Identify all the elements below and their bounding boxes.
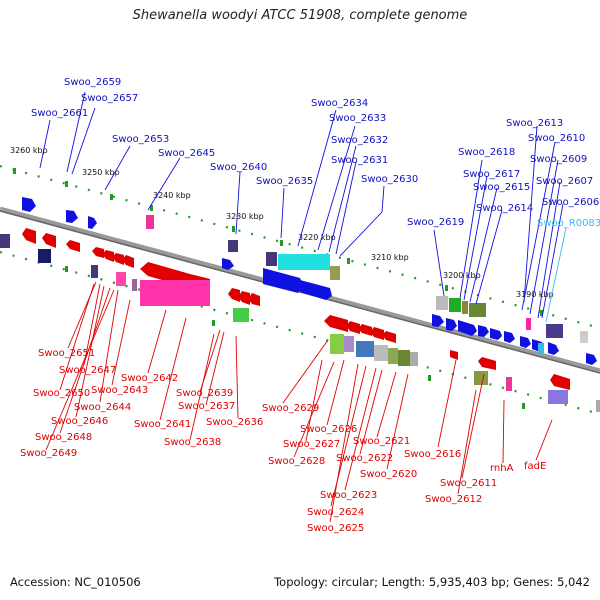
gene-label: Swoo_2625: [307, 523, 364, 534]
gene-label: Swoo_2624: [307, 507, 364, 518]
gene-label: rnhA: [490, 463, 514, 474]
gene-label: Swoo_2638: [164, 437, 221, 448]
gene-label: Swoo_2650: [33, 388, 90, 399]
gene-label: Swoo_2632: [331, 135, 388, 146]
gene-label: Swoo_2622: [336, 453, 393, 464]
gene-label: Swoo_2657: [81, 93, 138, 104]
gene-label: Swoo_2636: [206, 417, 263, 428]
scale-label: 3250 kbp: [82, 168, 120, 177]
gene-label: Swoo_2653: [112, 134, 169, 145]
rna-leader-line: [545, 227, 567, 323]
scale-label: 3260 kbp: [10, 146, 48, 155]
gene-label: Swoo_2616: [404, 449, 461, 460]
gene-label: Swoo_2631: [331, 155, 388, 166]
gene-label: Swoo_2609: [530, 154, 587, 165]
forward-genes: [22, 197, 597, 365]
reverse-genes: [22, 228, 570, 390]
gene-label: Swoo_2637: [178, 401, 235, 412]
gene-label: Swoo_2626: [300, 424, 357, 435]
gene-label: Swoo_2639: [176, 388, 233, 399]
reverse-boxes: [116, 215, 600, 412]
gene-label: Swoo_2628: [268, 456, 325, 467]
gene-label: Swoo_2618: [458, 147, 515, 158]
forward-boxes: [0, 234, 588, 353]
gene-label: Swoo_2640: [210, 162, 267, 173]
gene-label: Swoo_2634: [311, 98, 368, 109]
gene-label: Swoo_2647: [59, 365, 116, 376]
gene-label: Swoo_2614: [476, 203, 533, 214]
gene-label: fadE: [524, 461, 546, 472]
gene-label: Swoo_2630: [361, 174, 418, 185]
gene-label: Swoo_2645: [158, 148, 215, 159]
accession-text: Accession: NC_010506: [10, 575, 141, 589]
bottom-labels: Swoo_2651 Swoo_2647 Swoo_2650 Swoo_2644 …: [20, 348, 546, 534]
gene-label: Swoo_2641: [134, 419, 191, 430]
scale-label: 3200 kbp: [443, 271, 481, 280]
map-title: Shewanella woodyi ATCC 51908, complete g…: [132, 8, 468, 23]
top-leader-lines: [39, 91, 564, 319]
gene-label: Swoo_2644: [74, 402, 131, 413]
gene-label: Swoo_2607: [536, 176, 593, 187]
gene-label: Swoo_2627: [283, 439, 340, 450]
scale-label: 3240 kbp: [153, 191, 191, 200]
gene-label: Swoo_2615: [473, 182, 530, 193]
scale-label: 3210 kbp: [371, 253, 409, 262]
gene-label: Swoo_2661: [31, 108, 88, 119]
gene-label: Swoo_2623: [320, 490, 377, 501]
bottom-leader-lines: [45, 281, 553, 523]
scale-label: 3230 kbp: [226, 212, 264, 221]
scale-label: 3190 kbp: [516, 290, 554, 299]
gene-label: Swoo_2606: [542, 197, 599, 208]
gene-label: Swoo_2659: [64, 77, 121, 88]
top-labels: Swoo_2659 Swoo_2657 Swoo_2661 Swoo_2653 …: [31, 77, 600, 229]
rna-label: Swoo_R0083: [537, 218, 600, 229]
gene-label: Swoo_2611: [440, 478, 497, 489]
major-ticks: [13, 168, 543, 409]
gene-label: Swoo_2619: [407, 217, 464, 228]
gene-label: Swoo_2646: [51, 416, 108, 427]
genome-summary-text: Topology: circular; Length: 5,935,403 bp…: [274, 575, 590, 589]
gene-label: Swoo_2621: [353, 436, 410, 447]
gene-label: Swoo_2635: [256, 176, 313, 187]
gene-label: Swoo_2629: [262, 403, 319, 414]
scale-label: 3220 kbp: [298, 233, 336, 242]
gene-label: Swoo_2649: [20, 448, 77, 459]
gene-label: Swoo_2620: [360, 469, 417, 480]
gene-label: Swoo_2612: [425, 494, 482, 505]
gene-label: Swoo_2613: [506, 118, 563, 129]
gene-label: Swoo_2651: [38, 348, 95, 359]
gene-label: Swoo_2617: [463, 169, 520, 180]
gene-label: Swoo_2633: [329, 113, 386, 124]
gene-label: Swoo_2648: [35, 432, 92, 443]
gene-label: Swoo_2610: [528, 133, 585, 144]
gene-label: Swoo_2642: [121, 373, 178, 384]
gene-label: Swoo_2643: [91, 385, 148, 396]
